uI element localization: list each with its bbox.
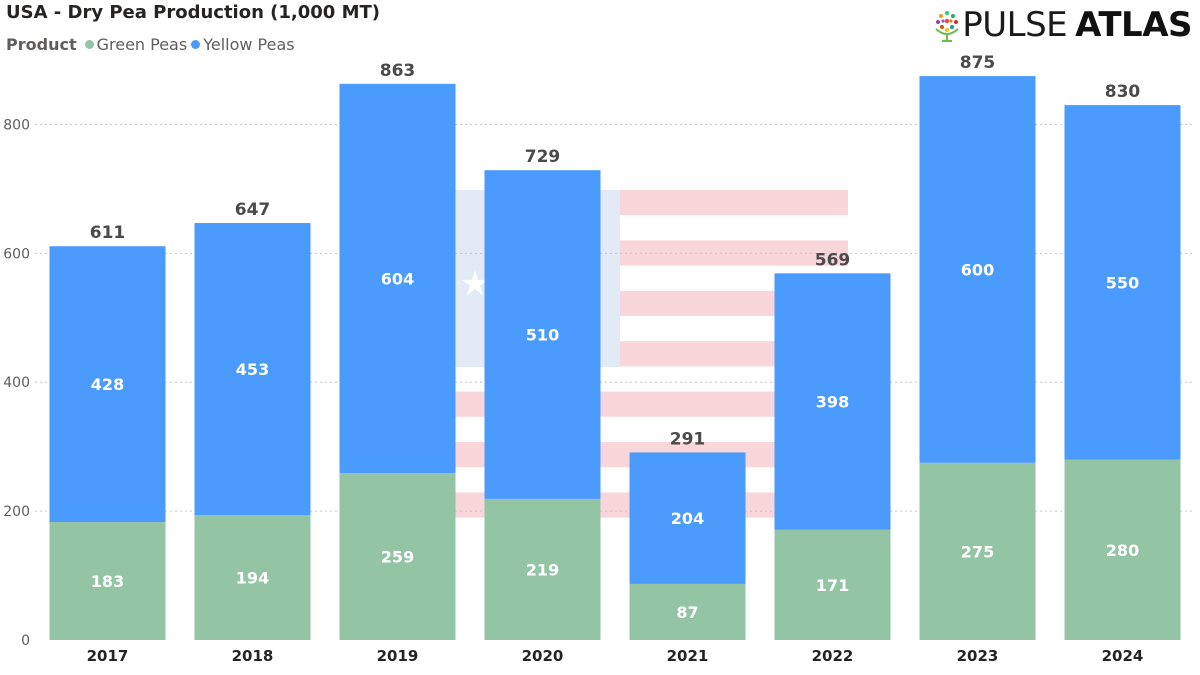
legend-label-green-peas: Green Peas: [96, 35, 188, 54]
bar-total-label: 569: [815, 250, 851, 270]
bar-segment-yellow-peas[interactable]: [194, 223, 311, 515]
segment-data-label: 219: [526, 560, 559, 579]
bar-total-label: 830: [1105, 82, 1141, 102]
y-tick-label: 0: [21, 633, 30, 649]
bar-segment-green-peas[interactable]: [629, 583, 746, 640]
segment-data-label: 428: [91, 375, 124, 394]
segment-data-label: 550: [1106, 273, 1139, 292]
x-category-label: 2023: [957, 647, 999, 665]
legend-item-yellow-peas[interactable]: Yellow Peas: [191, 35, 295, 54]
segment-data-label: 259: [381, 548, 414, 567]
bar-segment-yellow-peas[interactable]: [919, 76, 1036, 463]
segment-data-label: 275: [961, 542, 994, 561]
x-category-label: 2020: [522, 647, 564, 665]
segment-data-label: 183: [91, 572, 124, 591]
bar-segment-green-peas[interactable]: [1064, 459, 1181, 640]
legend-swatch-yellow: [191, 40, 201, 49]
x-category-label: 2018: [232, 647, 274, 665]
legend-item-green-peas[interactable]: Green Peas: [84, 35, 188, 54]
y-tick-label: 200: [3, 504, 30, 520]
segment-data-label: 453: [236, 360, 269, 379]
brand-logo: PULSE ATLAS: [932, 5, 1192, 45]
x-category-label: 2024: [1102, 647, 1144, 665]
bar-segment-yellow-peas[interactable]: [49, 246, 166, 523]
x-category-label: 2019: [377, 647, 419, 665]
bar-total-label: 611: [90, 223, 126, 243]
bar-segment-yellow-peas[interactable]: [1064, 105, 1181, 460]
bar-segment-yellow-peas[interactable]: [339, 83, 456, 474]
brand-name-light: PULSE: [962, 5, 1068, 45]
globe-logo-icon: [935, 11, 959, 42]
segment-data-label: 600: [961, 260, 994, 279]
x-category-label: 2022: [812, 647, 854, 665]
brand-name-bold: ATLAS: [1075, 5, 1192, 45]
chart-title: USA - Dry Pea Production (1,000 MT): [6, 2, 381, 23]
bar-total-label: 647: [235, 200, 271, 220]
x-category-label: 2021: [667, 647, 709, 665]
bar-total-label: 875: [960, 53, 996, 73]
segment-data-label: 280: [1106, 541, 1139, 560]
bar-total-label: 291: [670, 429, 706, 449]
segment-data-label: 604: [381, 269, 414, 288]
legend-swatch-green: [84, 40, 94, 49]
bar-segment-yellow-peas[interactable]: [484, 170, 601, 499]
segment-data-label: 194: [236, 568, 269, 587]
bar-segment-green-peas[interactable]: [774, 529, 891, 640]
y-tick-label: 600: [3, 246, 30, 262]
bar-total-label: 729: [525, 147, 561, 167]
bar-segment-green-peas[interactable]: [919, 462, 1036, 640]
bar-segment-green-peas[interactable]: [484, 498, 601, 640]
segment-data-label: 171: [816, 576, 849, 595]
bar-segment-green-peas[interactable]: [49, 522, 166, 640]
y-tick-label: 800: [3, 117, 30, 133]
bar-segment-green-peas[interactable]: [194, 514, 311, 640]
x-category-label: 2017: [87, 647, 129, 665]
bar-total-label: 863: [380, 61, 416, 81]
y-tick-label: 400: [3, 375, 30, 391]
segment-data-label: 87: [676, 603, 698, 622]
legend: Product Green Peas Yellow Peas: [6, 35, 299, 54]
segment-data-label: 510: [526, 326, 559, 345]
bar-segment-green-peas[interactable]: [339, 473, 456, 640]
legend-label-yellow-peas: Yellow Peas: [203, 35, 295, 54]
segment-data-label: 398: [816, 393, 849, 412]
legend-title: Product: [6, 35, 77, 54]
segment-data-label: 204: [671, 509, 704, 528]
bar-segment-yellow-peas[interactable]: [774, 273, 891, 530]
bar-segment-yellow-peas[interactable]: [629, 452, 746, 584]
